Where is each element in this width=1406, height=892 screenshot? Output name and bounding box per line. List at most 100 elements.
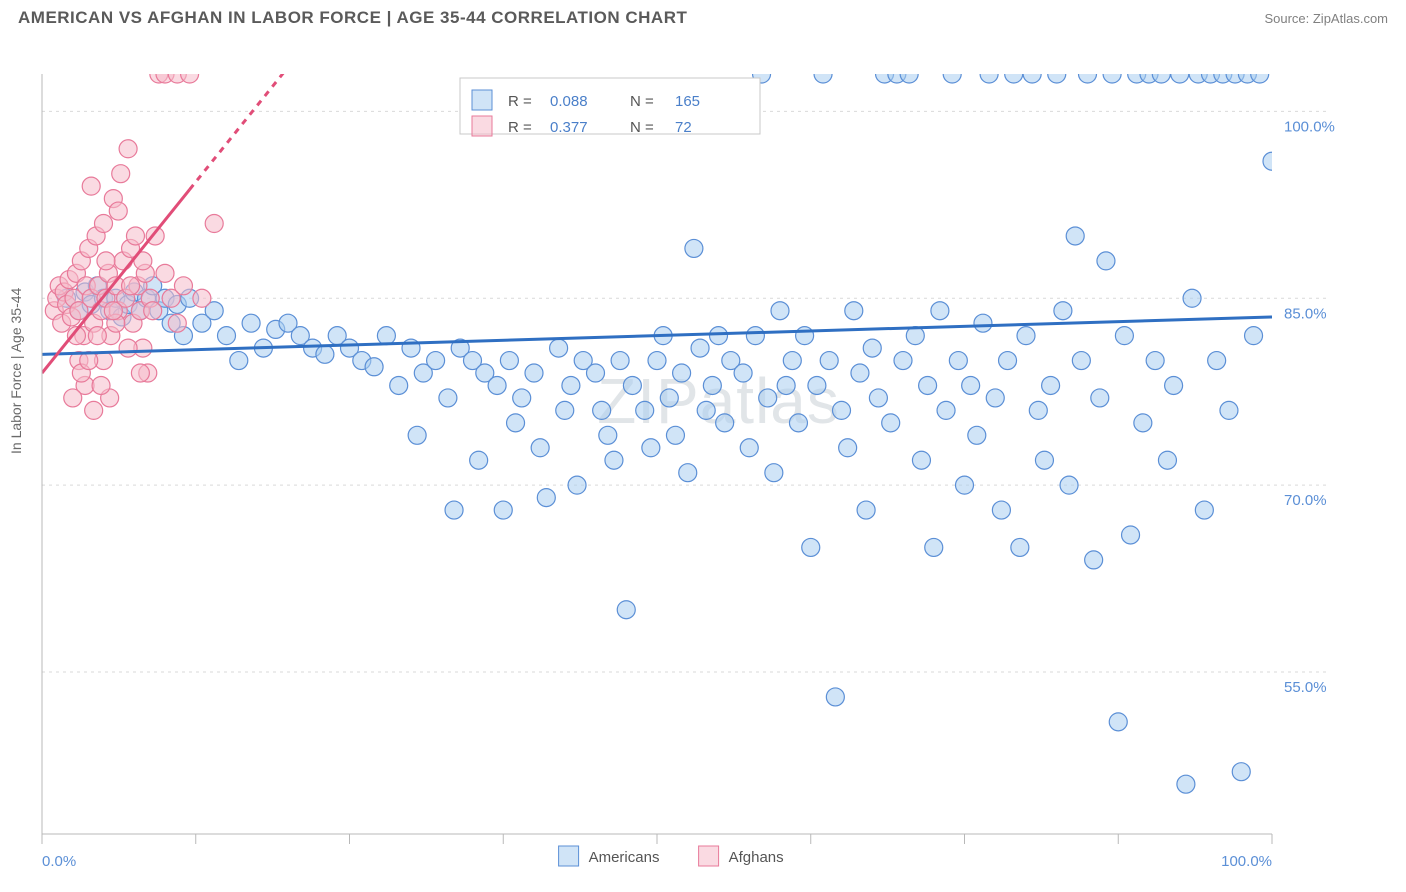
data-point: [1177, 775, 1195, 793]
data-point: [765, 464, 783, 482]
data-point: [974, 314, 992, 332]
data-point: [131, 364, 149, 382]
data-point: [802, 538, 820, 556]
data-point: [64, 389, 82, 407]
data-point: [445, 501, 463, 519]
data-point: [900, 65, 918, 83]
data-point: [937, 401, 955, 419]
data-point: [679, 464, 697, 482]
data-point: [1060, 476, 1078, 494]
data-point: [119, 339, 137, 357]
data-point: [1134, 414, 1152, 432]
data-point: [666, 426, 684, 444]
data-point: [156, 264, 174, 282]
data-point: [771, 302, 789, 320]
data-point: [820, 352, 838, 370]
legend-swatch: [472, 90, 492, 110]
data-point: [1029, 401, 1047, 419]
data-point: [316, 345, 334, 363]
data-point: [789, 414, 807, 432]
data-point: [869, 389, 887, 407]
data-point: [88, 327, 106, 345]
data-point: [882, 414, 900, 432]
data-point: [1085, 551, 1103, 569]
data-point: [949, 352, 967, 370]
legend-n-label: N =: [630, 93, 654, 110]
data-point: [427, 352, 445, 370]
data-point: [593, 401, 611, 419]
data-point: [1066, 227, 1084, 245]
data-point: [1048, 65, 1066, 83]
data-point: [1109, 713, 1127, 731]
data-point: [126, 227, 144, 245]
data-point: [1263, 152, 1281, 170]
data-point: [230, 352, 248, 370]
data-point: [1017, 327, 1035, 345]
y-tick-label: 85.0%: [1284, 305, 1327, 322]
data-point: [845, 302, 863, 320]
data-point: [863, 339, 881, 357]
data-point: [814, 65, 832, 83]
data-point: [1152, 65, 1170, 83]
data-point: [919, 376, 937, 394]
data-point: [691, 339, 709, 357]
data-point: [1146, 352, 1164, 370]
y-axis-label: In Labor Force | Age 35-44: [8, 288, 24, 454]
data-point: [734, 364, 752, 382]
data-point: [759, 389, 777, 407]
data-point: [912, 451, 930, 469]
legend-r-label: R =: [508, 93, 532, 110]
data-point: [377, 327, 395, 345]
legend-r-value: 0.088: [550, 93, 588, 110]
footer-legend-label: Afghans: [729, 849, 784, 866]
data-point: [242, 314, 260, 332]
data-point: [390, 376, 408, 394]
data-point: [894, 352, 912, 370]
data-point: [697, 401, 715, 419]
data-point: [710, 327, 728, 345]
data-point: [507, 414, 525, 432]
data-point: [408, 426, 426, 444]
data-point: [623, 376, 641, 394]
source-label: Source: ZipAtlas.com: [1264, 11, 1388, 26]
footer-legend-swatch: [699, 846, 719, 866]
data-point: [1165, 376, 1183, 394]
data-point: [525, 364, 543, 382]
data-point: [777, 376, 795, 394]
data-point: [587, 364, 605, 382]
data-point: [1232, 763, 1250, 781]
legend-r-label: R =: [508, 119, 532, 136]
y-tick-label: 55.0%: [1284, 679, 1327, 696]
data-point: [122, 277, 140, 295]
data-point: [962, 376, 980, 394]
data-point: [1097, 252, 1115, 270]
data-point: [488, 376, 506, 394]
data-point: [956, 476, 974, 494]
data-point: [1183, 289, 1201, 307]
footer-legend-swatch: [559, 846, 579, 866]
data-point: [605, 451, 623, 469]
data-point: [826, 688, 844, 706]
data-point: [112, 165, 130, 183]
data-point: [746, 327, 764, 345]
data-point: [740, 439, 758, 457]
y-tick-label: 70.0%: [1284, 492, 1327, 509]
data-point: [931, 302, 949, 320]
x-tick-label: 100.0%: [1221, 853, 1272, 870]
data-point: [144, 302, 162, 320]
data-point: [1042, 376, 1060, 394]
data-point: [599, 426, 617, 444]
data-point: [1103, 65, 1121, 83]
data-point: [1171, 65, 1189, 83]
data-point: [181, 65, 199, 83]
legend-swatch: [472, 116, 492, 136]
data-point: [500, 352, 518, 370]
legend-r-value: 0.377: [550, 119, 588, 136]
data-point: [531, 439, 549, 457]
data-point: [857, 501, 875, 519]
data-point: [1122, 526, 1140, 544]
data-point: [168, 314, 186, 332]
data-point: [439, 389, 457, 407]
data-point: [642, 439, 660, 457]
data-point: [550, 339, 568, 357]
